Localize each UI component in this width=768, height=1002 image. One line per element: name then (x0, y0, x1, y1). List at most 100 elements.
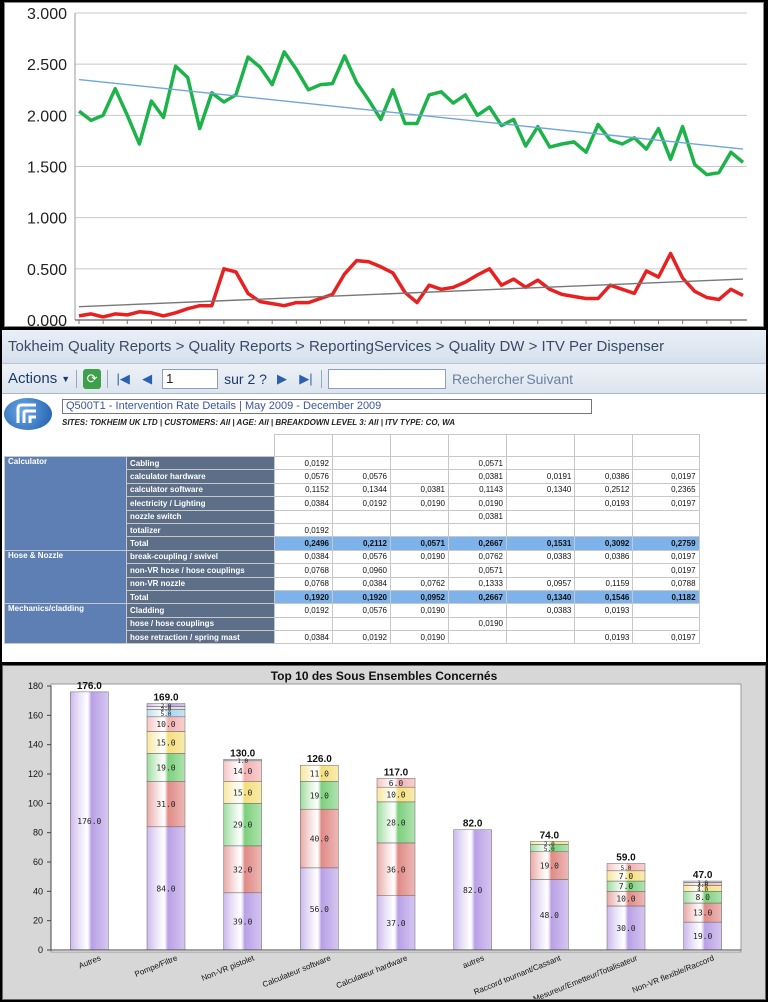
report-title: Q500T1 - Intervention Rate Details | May… (62, 399, 592, 414)
segment-label: 84.0 (156, 884, 175, 893)
table-row: Total 0,1920 0,1920 0,0952 0,2667 0,1340 0,154… (5, 589, 700, 605)
table-cell: 0,0192 (274, 455, 333, 471)
tokheim-logo (4, 398, 52, 430)
table-cell: 0,0383 (505, 603, 576, 618)
y-tick-label: 80 (33, 828, 43, 838)
table-cell: 0,0384 (274, 630, 333, 645)
refresh-icon[interactable]: ⟳ (83, 368, 102, 389)
bar-segment (223, 892, 262, 951)
chart-title: Top 10 des Sous Ensembles Concernés (271, 669, 498, 683)
table-cell: 0,0190 (390, 603, 449, 618)
table-cell (632, 616, 700, 632)
segment-label: 19.0 (156, 763, 175, 772)
bar-segment (376, 801, 416, 844)
bar-segment (683, 880, 722, 883)
row-label: calculator hardware (126, 469, 275, 484)
table-cell: 0,1333 (448, 576, 507, 591)
actions-menu[interactable]: Actions ▼ (8, 370, 70, 387)
bar-segment (146, 826, 186, 951)
table-cell: 0,0571 (390, 536, 449, 551)
header-spacer (4, 434, 127, 457)
table-cell (390, 469, 449, 484)
y-tick-label: 0 (38, 945, 43, 955)
table-cell (505, 522, 576, 538)
next-page-icon[interactable]: ▶ (276, 370, 287, 386)
column-header: June 2009 (332, 434, 391, 457)
table-cell: 0,0190 (390, 549, 449, 565)
report-viewer: Tokheim Quality Reports > Quality Report… (2, 330, 766, 662)
table-cell: 0,0193 (574, 603, 634, 618)
table-cell (390, 455, 449, 471)
table-row: Total 0,2496 0,2112 0,0571 0,2667 0,1531 0,309… (5, 536, 700, 551)
page-number-input[interactable] (162, 368, 219, 389)
segment-label: 40.0 (310, 835, 329, 844)
column-header: October 2009 (574, 434, 634, 457)
segment-label: 1.0 (237, 758, 248, 765)
bar-segment (146, 703, 186, 707)
table-cell (505, 509, 576, 524)
y-tick-label: 20 (33, 916, 43, 926)
bar-total-label: 176.0 (77, 681, 102, 692)
trend-line-2 (78, 78, 744, 150)
toolbar-separator (320, 369, 322, 388)
line-chart: 0.000 0.500 1.000 1.500 2.000 2.500 3.000 (27, 6, 747, 326)
table-cell: 0,0197 (632, 469, 700, 484)
table-cell: 0,1143 (448, 482, 507, 498)
search-input[interactable] (327, 368, 446, 389)
first-page-icon[interactable]: |◀ (116, 370, 130, 386)
table-cell: 0,0768 (274, 563, 333, 578)
segment-label: 176.0 (77, 817, 101, 826)
toolbar-separator (107, 369, 109, 388)
report-filters: SITES: TOKHEIM UK LTD | CUSTOMERS: All |… (62, 418, 455, 427)
segment-label: 36.0 (386, 865, 405, 874)
segment-label: 48.0 (540, 911, 559, 920)
table-cell (390, 563, 449, 578)
table-cell: 0,0576 (332, 549, 391, 565)
table-row: non-VR nozzle 0,0768 0,0384 0,0762 0,1333 0,0… (5, 576, 700, 591)
row-group-label: Calculator (4, 456, 127, 551)
row-label: Total (126, 536, 275, 551)
bar-segment (376, 778, 416, 788)
row-group-label: Hose & Nozzle (4, 549, 127, 605)
table-cell: 0,1920 (274, 589, 333, 605)
table-cell (332, 616, 391, 632)
segment-label: 39.0 (233, 917, 252, 926)
table-cell: 0,0192 (274, 522, 333, 538)
table-cell: 0,0193 (574, 630, 634, 645)
table-row: calculator hardware 0,0576 0,0576 0,0381 0,0… (5, 469, 700, 484)
table-cell (574, 522, 634, 538)
chevron-down-icon: ▼ (61, 373, 71, 384)
last-page-icon[interactable]: ▶| (299, 370, 313, 386)
breadcrumb[interactable]: Tokheim Quality Reports > Quality Report… (2, 330, 766, 364)
bar-chart: Top 10 des Sous Ensembles Concernés 0 20 40… (28, 669, 742, 999)
table-cell (448, 630, 507, 645)
table-cell: 0,0192 (274, 603, 333, 618)
table-cell: 0,2365 (632, 482, 700, 498)
bar-segment (300, 764, 339, 782)
y-tick-label: 0.500 (27, 262, 67, 279)
y-tick-label: 60 (33, 857, 43, 867)
table-cell: 0,0576 (274, 469, 333, 484)
segment-label: 37.0 (386, 919, 405, 928)
bar-segment (606, 905, 646, 951)
table-row: hose retraction / spring mast 0,0384 0,019… (5, 630, 700, 645)
table-cell (505, 455, 576, 471)
table-cell: 0,2112 (332, 536, 391, 551)
table-cell: 0,0192 (332, 496, 391, 511)
segment-label: 31.0 (156, 800, 175, 809)
table-cell: 0,0190 (390, 496, 449, 511)
table-cell (505, 496, 576, 511)
table-cell: 0,1531 (505, 536, 576, 551)
find-link[interactable]: Rechercher (451, 370, 525, 387)
next-link[interactable]: Suivant (526, 370, 574, 387)
table-cell: 0,0190 (390, 630, 449, 645)
table-cell: 0,0191 (505, 469, 576, 484)
segment-label: 14.0 (233, 767, 252, 776)
table-cell: 0,1344 (332, 482, 391, 498)
table-cell (632, 509, 700, 524)
row-label: nozzle switch (126, 509, 275, 524)
previous-page-icon[interactable]: ◀ (142, 370, 153, 386)
x-tick-label: Pompe/Filtre (133, 953, 179, 979)
table-cell: 0,2667 (448, 536, 507, 551)
table-cell (390, 616, 449, 632)
